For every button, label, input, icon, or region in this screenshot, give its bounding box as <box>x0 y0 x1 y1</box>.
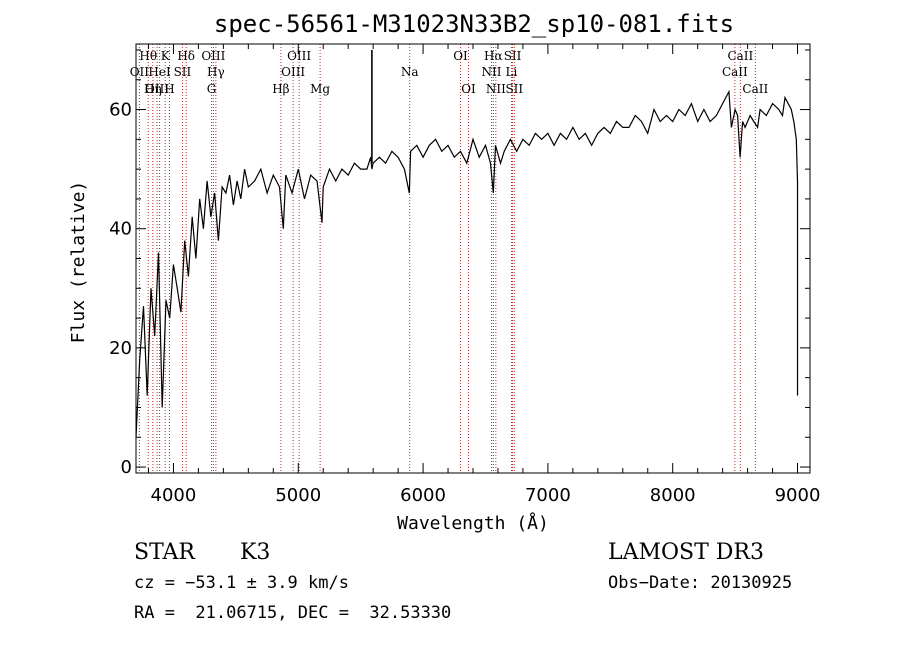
x-tick-label: 5000 <box>275 485 321 506</box>
chart-title: spec-56561-M31023N33B2_sp10-081.fits <box>214 10 734 38</box>
line-label: OIII <box>201 49 225 63</box>
object-subclass: K3 <box>240 540 271 565</box>
x-axis-label: Wavelength (Å) <box>397 512 549 534</box>
redshift-velocity: cz = −53.1 ± 3.9 km/s <box>134 573 349 593</box>
line-label: NII <box>486 82 506 96</box>
line-label: H <box>164 82 174 96</box>
line-label: OIII <box>281 65 305 79</box>
line-label: OII <box>130 65 150 79</box>
y-tick-label: 60 <box>109 100 132 121</box>
object-class: STAR <box>134 540 195 565</box>
emission-line-markers <box>138 44 756 473</box>
line-label: OI <box>453 49 468 63</box>
y-tick-label: 0 <box>121 457 132 478</box>
x-tick-label: 8000 <box>650 485 696 506</box>
x-tick-label: 4000 <box>151 485 197 506</box>
line-label: OI <box>461 82 476 96</box>
line-label: HeI <box>148 65 171 79</box>
line-label: Mg <box>310 82 330 96</box>
x-tick-label: 7000 <box>525 485 571 506</box>
line-label: Hδ <box>177 49 195 63</box>
line-label: K <box>161 49 171 63</box>
line-label: Hβ <box>272 82 289 96</box>
line-label: Li <box>506 65 518 79</box>
line-label: Hγ <box>207 65 225 79</box>
line-label: CaII <box>742 82 768 96</box>
y-axis-ticks: 0 20 40 60 <box>109 49 810 478</box>
y-tick-label: 40 <box>109 219 132 240</box>
x-axis-ticks: 4000 5000 6000 7000 8000 9000 <box>147 44 821 506</box>
observation-date: Obs−Date: 20130925 <box>608 573 793 593</box>
survey-name: LAMOST DR3 <box>608 540 764 565</box>
line-label: G <box>207 82 217 96</box>
line-label: SII <box>174 65 192 79</box>
x-tick-label: 9000 <box>775 485 821 506</box>
y-axis-label: Flux (relative) <box>68 181 89 344</box>
line-label: Hθ <box>139 49 157 63</box>
line-label: Na <box>401 65 419 79</box>
y-tick-label: 20 <box>109 338 132 359</box>
line-label: OIII <box>287 49 311 63</box>
line-label: OIII <box>145 82 169 96</box>
spectrum-line <box>135 89 799 438</box>
x-tick-label: 6000 <box>400 485 446 506</box>
line-label: CaII <box>727 49 753 63</box>
spectrum-series <box>135 49 799 438</box>
line-label: Hα <box>484 49 503 63</box>
line-label: NII <box>481 65 501 79</box>
line-label: Hη <box>144 82 162 96</box>
line-label: SII <box>505 82 523 96</box>
line-label: SII <box>504 49 522 63</box>
coordinates: RA = 21.06715, DEC = 32.53330 <box>134 603 452 623</box>
plot-frame <box>135 43 811 474</box>
line-label: CaII <box>722 65 748 79</box>
